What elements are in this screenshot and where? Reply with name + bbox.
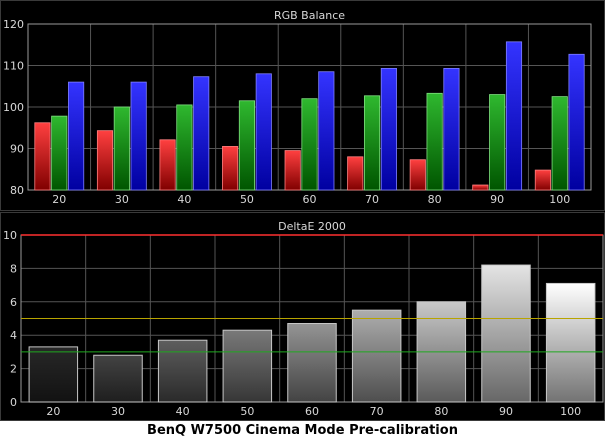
x-tick-label: 100 [549, 193, 570, 206]
bar-red-40 [159, 139, 176, 191]
bar-green-80 [426, 92, 443, 191]
bar-deltae-30 [93, 354, 143, 403]
bar-blue-90 [505, 41, 523, 191]
figure-caption: BenQ W7500 Cinema Mode Pre-calibration [147, 423, 458, 438]
bar-blue-40 [193, 76, 210, 191]
bar-red-80 [409, 159, 426, 191]
bar-red-70 [347, 156, 364, 191]
y-tick-label: 2 [10, 363, 17, 376]
bar-blue-30 [130, 81, 147, 191]
x-tick-label: 60 [303, 193, 317, 206]
y-tick-label: 80 [10, 184, 24, 197]
bar-green-50 [238, 100, 256, 191]
x-tick-label: 50 [240, 405, 254, 418]
x-tick-label: 70 [370, 405, 384, 418]
bar-blue-20 [68, 81, 85, 191]
deltae-panel: DeltaE 2000 0 2 4 6 8 10 20 30 40 50 60 70 80 90 100 [0, 212, 605, 421]
bar-red-20 [34, 122, 51, 191]
bar-deltae-100 [545, 282, 596, 403]
bar-red-50 [222, 146, 239, 191]
bar-deltae-70 [351, 309, 402, 403]
y-tick-label: 0 [10, 396, 17, 409]
x-tick-label: 100 [560, 405, 581, 418]
bar-blue-80 [443, 68, 460, 191]
x-tick-label: 80 [428, 193, 442, 206]
bar-green-100 [551, 96, 568, 191]
x-tick-label: 70 [365, 193, 379, 206]
bar-green-20 [51, 115, 68, 191]
rgb-balance-panel: RGB Balance 80 90 100 110 120 20 30 40 50 60 70 80 90… [0, 0, 605, 211]
bar-deltae-90 [481, 264, 531, 403]
bar-red-90 [472, 184, 489, 191]
bar-deltae-60 [287, 323, 337, 403]
y-tick-label: 4 [10, 329, 17, 342]
bar-green-60 [301, 98, 318, 191]
x-tick-label: 40 [177, 193, 191, 206]
bar-red-30 [96, 130, 114, 191]
bar-deltae-20 [28, 346, 79, 403]
y-tick-label: 100 [3, 101, 24, 114]
x-tick-label: 50 [240, 193, 254, 206]
y-tick-label: 120 [3, 18, 24, 31]
chart-title: DeltaE 2000 [278, 220, 346, 233]
bar-deltae-40 [157, 339, 208, 403]
bar-red-100 [534, 169, 551, 191]
bar-blue-70 [380, 68, 397, 191]
x-tick-label: 40 [176, 405, 190, 418]
x-tick-label: 60 [305, 405, 319, 418]
bar-green-30 [113, 106, 130, 191]
x-tick-label: 20 [52, 193, 66, 206]
chart-title: RGB Balance [274, 9, 345, 22]
x-tick-label: 80 [434, 405, 448, 418]
y-tick-label: 10 [3, 229, 17, 242]
x-tick-label: 90 [499, 405, 513, 418]
x-tick-label: 30 [111, 405, 125, 418]
y-tick-label: 90 [10, 143, 24, 156]
bar-green-90 [489, 94, 506, 191]
y-tick-label: 6 [10, 296, 17, 309]
y-tick-label: 110 [3, 60, 24, 73]
bar-deltae-50 [222, 329, 273, 403]
bar-red-60 [284, 150, 301, 191]
y-tick-label: 8 [10, 262, 17, 275]
x-tick-label: 20 [46, 405, 60, 418]
bar-green-40 [176, 104, 193, 191]
bar-green-70 [363, 95, 381, 191]
x-tick-label: 30 [115, 193, 129, 206]
x-tick-label: 90 [490, 193, 504, 206]
bar-blue-50 [255, 73, 272, 191]
bar-blue-60 [318, 71, 335, 191]
bar-blue-100 [568, 53, 585, 191]
